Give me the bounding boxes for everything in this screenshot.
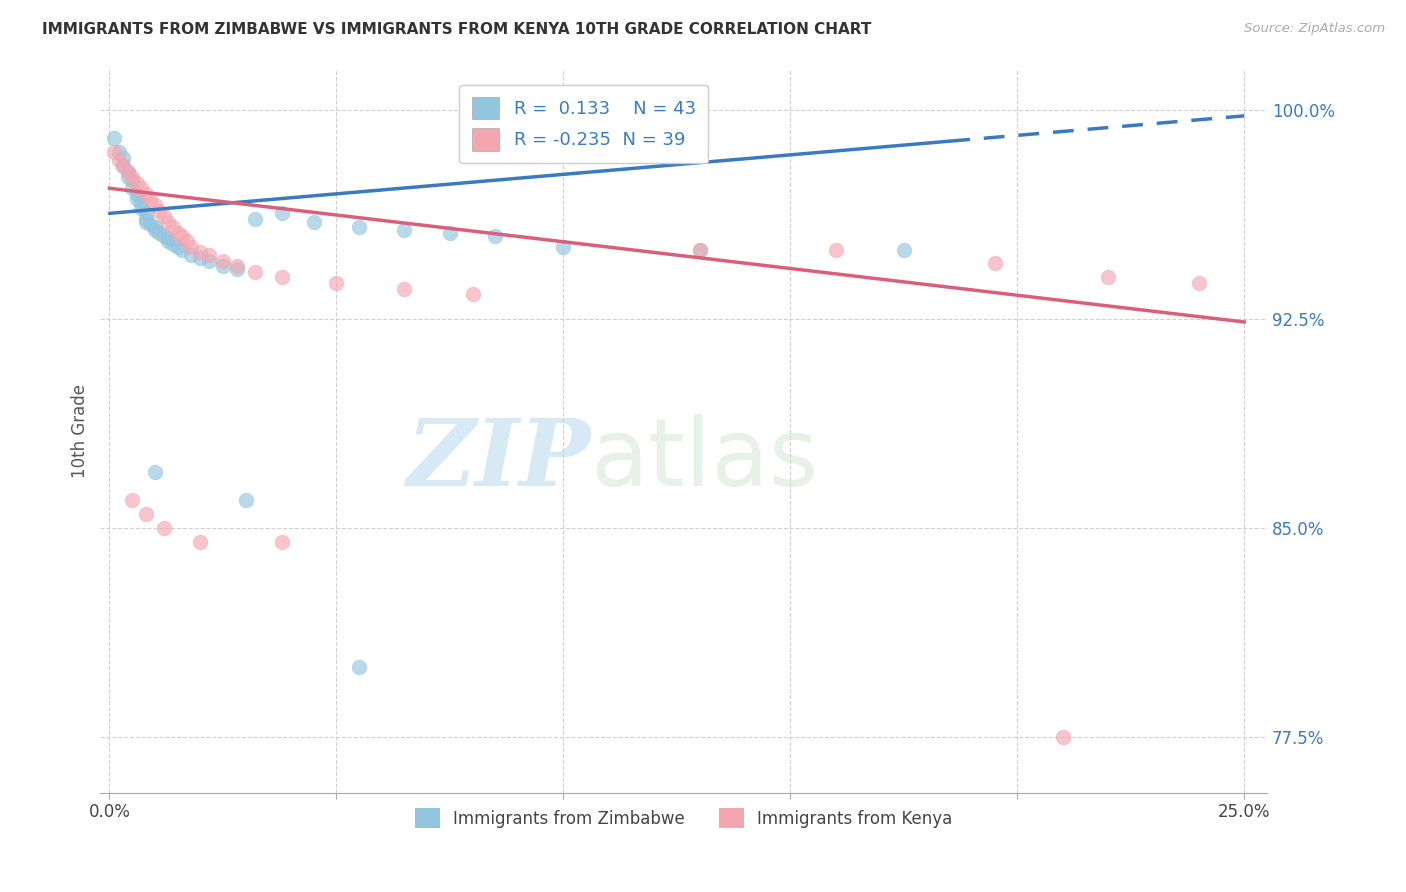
Point [439, 226, 461, 240]
Point [198, 248, 221, 262]
Point [148, 226, 170, 240]
Point [243, 265, 266, 279]
Text: atlas: atlas [591, 414, 818, 506]
Point [135, 206, 157, 220]
Point [103, 131, 125, 145]
Point [143, 198, 166, 212]
Point [461, 287, 484, 301]
Point [157, 215, 180, 229]
Point [689, 243, 711, 257]
Point [198, 253, 221, 268]
Point [143, 466, 166, 480]
Point [148, 203, 170, 218]
Text: IMMIGRANTS FROM ZIMBABWE VS IMMIGRANTS FROM KENYA 10TH GRADE CORRELATION CHART: IMMIGRANTS FROM ZIMBABWE VS IMMIGRANTS F… [42, 22, 872, 37]
Point [271, 535, 294, 549]
Point [1097, 270, 1119, 285]
Point [347, 660, 370, 674]
Point [112, 151, 135, 165]
Point [212, 253, 235, 268]
Point [107, 145, 129, 159]
Point [135, 186, 157, 201]
Point [112, 159, 135, 173]
Point [243, 211, 266, 226]
Point [188, 535, 211, 549]
Point [271, 270, 294, 285]
Point [125, 186, 148, 201]
Point [347, 220, 370, 235]
Point [129, 181, 152, 195]
Point [271, 206, 294, 220]
Point [125, 193, 148, 207]
Point [1188, 276, 1211, 290]
Point [153, 209, 176, 223]
Point [117, 164, 139, 178]
Point [157, 231, 180, 245]
Point [394, 223, 416, 237]
Legend: Immigrants from Zimbabwe, Immigrants from Kenya: Immigrants from Zimbabwe, Immigrants fro… [409, 801, 959, 835]
Point [153, 228, 176, 243]
Point [143, 220, 166, 235]
Point [983, 256, 1005, 270]
Point [180, 248, 202, 262]
Point [176, 234, 198, 248]
Point [157, 234, 180, 248]
Point [212, 260, 235, 274]
Point [188, 245, 211, 260]
Point [121, 181, 143, 195]
Point [125, 176, 148, 190]
Point [170, 243, 193, 257]
Point [1052, 730, 1074, 744]
Point [188, 251, 211, 265]
Point [484, 228, 506, 243]
Point [225, 262, 247, 277]
Point [225, 260, 247, 274]
Point [166, 226, 188, 240]
Point [170, 228, 193, 243]
Point [235, 493, 257, 508]
Point [394, 281, 416, 295]
Point [162, 220, 184, 235]
Point [135, 215, 157, 229]
Point [139, 193, 162, 207]
Point [302, 215, 325, 229]
Point [553, 240, 575, 254]
Point [166, 240, 188, 254]
Point [121, 170, 143, 185]
Text: ZIP: ZIP [406, 415, 591, 505]
Point [107, 153, 129, 168]
Point [824, 243, 846, 257]
Point [121, 173, 143, 187]
Point [112, 159, 135, 173]
Point [893, 243, 915, 257]
Point [139, 218, 162, 232]
Text: Source: ZipAtlas.com: Source: ZipAtlas.com [1244, 22, 1385, 36]
Point [162, 237, 184, 252]
Point [129, 195, 152, 210]
Point [121, 493, 143, 508]
Point [325, 276, 347, 290]
Point [553, 109, 575, 123]
Y-axis label: 10th Grade: 10th Grade [72, 384, 89, 477]
Point [135, 211, 157, 226]
Point [117, 164, 139, 178]
Point [135, 507, 157, 521]
Point [103, 145, 125, 159]
Point [180, 240, 202, 254]
Point [153, 521, 176, 535]
Point [129, 201, 152, 215]
Point [117, 170, 139, 185]
Point [689, 243, 711, 257]
Point [143, 223, 166, 237]
